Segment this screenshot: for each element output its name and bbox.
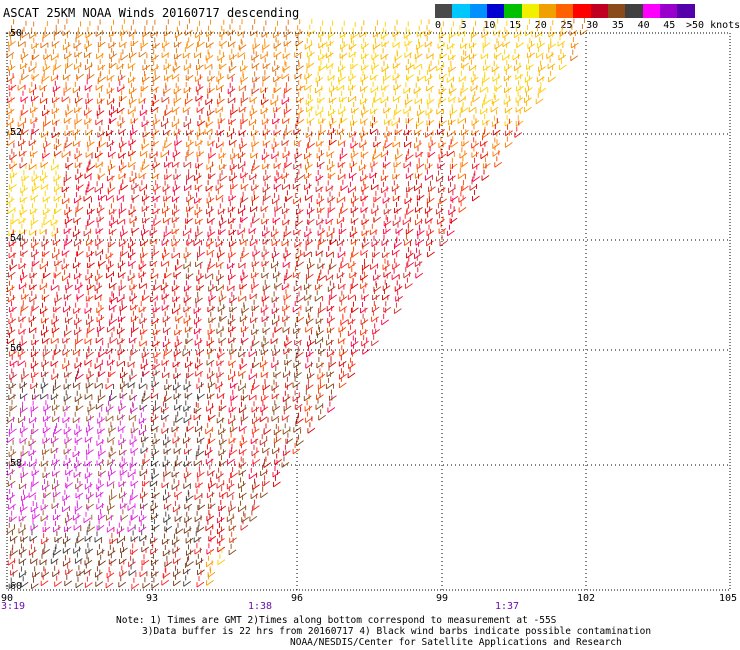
colorbar-tick-label: 10 <box>483 20 496 31</box>
wind-barb-group <box>304 19 567 127</box>
colorbar-segment <box>573 4 591 18</box>
lon-label-102: 102 <box>576 593 596 604</box>
colorbar-tick-label: 35 <box>611 20 624 31</box>
map-frame <box>6 32 731 591</box>
lat-label-58: -58 <box>4 458 23 469</box>
wind-barb-group <box>6 394 147 534</box>
wind-barb-group <box>205 549 216 586</box>
colorbar-tick-label: 20 <box>534 20 547 31</box>
colorbar-segment <box>435 4 453 18</box>
colorbar-segment <box>521 4 539 18</box>
colorbar-segment <box>642 4 661 18</box>
colorbar-tick-label: 30 <box>586 20 599 31</box>
lat-label-56: -56 <box>4 343 23 354</box>
lat-label-54: -54 <box>4 233 23 244</box>
map-title: ASCAT 25KM NOAA Winds 20160717 descendin… <box>3 6 300 20</box>
wind-barb-group <box>7 76 478 531</box>
lon-label-90: 90 <box>0 593 14 604</box>
colorbar-tick-label: 40 <box>637 20 650 31</box>
note-line-1: Note: 1) Times are GMT 2)Times along bot… <box>116 615 557 626</box>
colorbar-segment <box>469 4 488 18</box>
pass-time-2: 1:38 <box>247 601 273 612</box>
lat-label-50: -50 <box>4 28 23 39</box>
wind-barb-group <box>7 84 501 553</box>
wind-barb-group <box>7 18 579 84</box>
pass-time-1: 3:19 <box>0 601 26 612</box>
colorbar-segment <box>556 4 574 18</box>
colorbar-segment <box>452 4 470 18</box>
wind-barb-group <box>182 249 337 556</box>
wind-barb-group <box>217 547 226 566</box>
colorbar-segment <box>590 4 609 18</box>
wind-barb-group <box>8 370 206 590</box>
colorbar-tick-label: 0 <box>434 20 442 31</box>
wind-barb-group <box>6 73 513 180</box>
wind-barb-group <box>6 18 588 83</box>
colorbar-tick-label: 45 <box>663 20 676 31</box>
note-line-2: 3)Data buffer is 22 hrs from 20160717 4)… <box>142 626 652 637</box>
colorbar-tick-label: 5 <box>460 20 467 31</box>
colorbar-segment <box>625 4 643 18</box>
wind-barb-group <box>8 370 205 589</box>
footnote: Note: 1) Times are GMT 2)Times along bot… <box>0 615 740 648</box>
colorbar-tick-label: >50 knots <box>686 20 740 31</box>
lon-label-105: 105 <box>718 593 738 604</box>
note-line-3: NOAA/NESDIS/Center for Satellite Applica… <box>290 637 622 648</box>
colorbar-segment <box>659 4 678 18</box>
colorbar-tick-label: 15 <box>509 20 522 31</box>
lat-label-60: -60 <box>4 581 23 592</box>
colorbar-segment <box>608 4 626 18</box>
lon-label-99: 99 <box>435 593 449 604</box>
wind-barb-group <box>7 73 523 590</box>
wind-barbs-layer <box>6 18 588 590</box>
colorbar-segment <box>538 4 557 18</box>
wind-barb-group <box>6 393 139 535</box>
lon-label-93: 93 <box>145 593 159 604</box>
lat-label-52: -52 <box>4 127 23 138</box>
colorbar-segment <box>677 4 695 18</box>
colorbar-segment <box>504 4 522 18</box>
colorbar-segment <box>486 4 505 18</box>
colorbar-tick-label: 25 <box>560 20 573 31</box>
lon-label-96: 96 <box>290 593 304 604</box>
wind-barb-group <box>7 76 503 544</box>
pass-time-3: 1:37 <box>494 601 520 612</box>
